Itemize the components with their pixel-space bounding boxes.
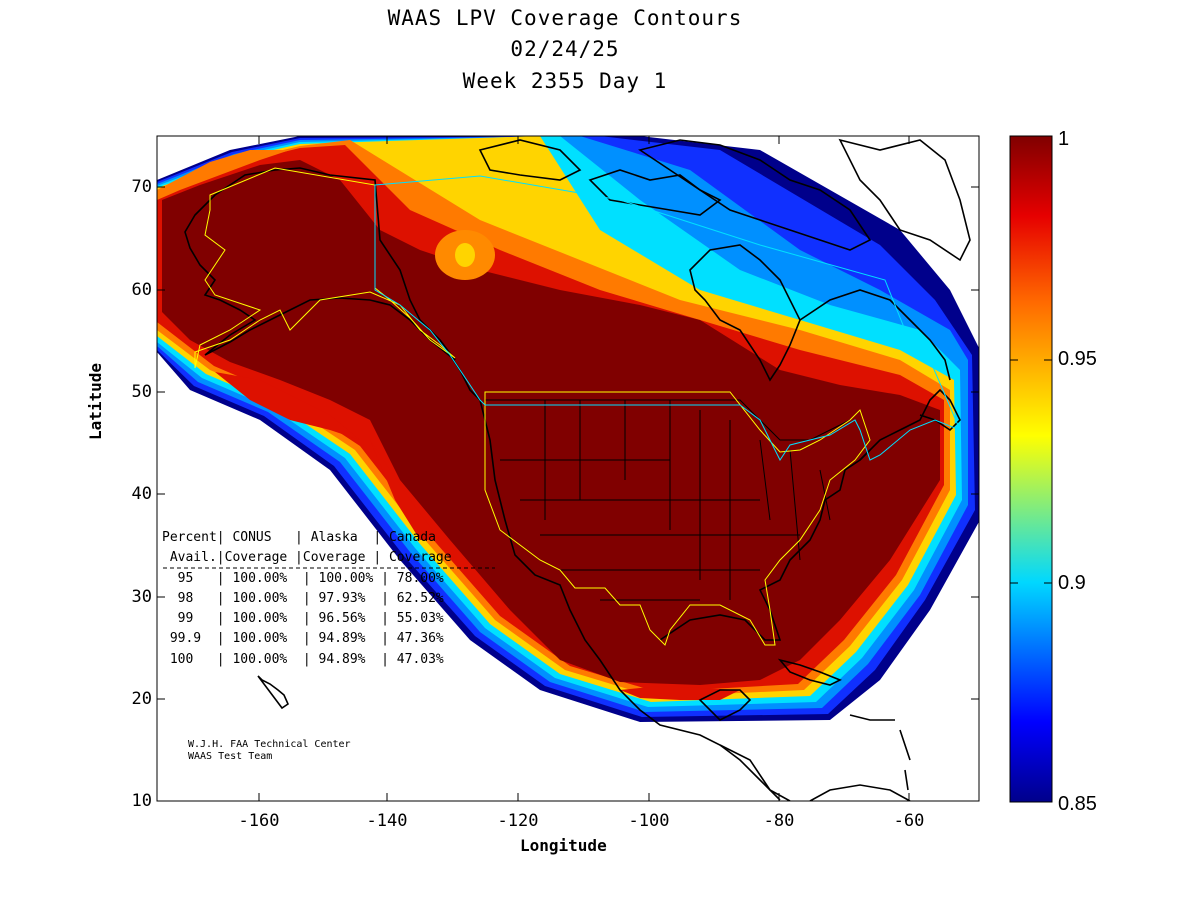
contour-yellow-blob — [455, 243, 475, 267]
gulf-coast — [659, 449, 871, 641]
credit-line-2: WAAS Test Team — [188, 751, 273, 762]
cuba — [777, 658, 842, 686]
colorbar-tick-label: 0.9 — [1058, 572, 1086, 594]
table-row: 99.9 | 100.00% | 94.89% | 47.36% — [162, 631, 444, 646]
x-tick-label: -80 — [763, 811, 795, 831]
colorbar-ticks — [1010, 359, 1052, 584]
y-tick-label: 60 — [131, 280, 152, 300]
contour-red-patch-2 — [620, 686, 740, 700]
y-tick-label: 30 — [131, 587, 152, 607]
south-america — [809, 784, 911, 801]
table-header-1: Percent| CONUS | Alaska | Canada — [162, 530, 436, 545]
hawaii — [257, 675, 290, 710]
state-borders — [485, 399, 851, 601]
y-tick-label: 50 — [131, 382, 152, 402]
plot-frame — [156, 135, 980, 802]
colorbar-tick-label: 0.85 — [1058, 793, 1097, 815]
x-tick-label: -60 — [893, 811, 925, 831]
x-axis-label: Longitude — [520, 836, 607, 855]
x-tick-label: -140 — [366, 811, 408, 831]
chart-week: Week 2355 Day 1 — [462, 69, 668, 93]
arctic-islands-1 — [478, 139, 582, 181]
table-header-2: Avail.|Coverage |Coverage | Coverage — [162, 550, 452, 565]
coastlines — [184, 138, 971, 801]
alaska-coast — [184, 167, 456, 361]
arctic-islands-3 — [638, 139, 872, 251]
tick-marks — [157, 136, 979, 801]
yucatan — [698, 689, 752, 721]
us-canada-border — [485, 399, 851, 441]
y-tick-label: 20 — [131, 689, 152, 709]
contour-max — [162, 160, 940, 685]
contour-orange-lobe — [157, 150, 290, 200]
table-row: 100 | 100.00% | 94.89% | 47.03% — [162, 652, 444, 667]
chart-title: WAAS LPV Coverage Contours — [387, 6, 743, 30]
canada-boundary — [374, 175, 961, 461]
conus-boundary — [484, 391, 871, 646]
alaska-boundary — [194, 167, 456, 369]
labrador — [799, 289, 951, 381]
y-tick-label: 70 — [131, 177, 152, 197]
table-row: 98 | 100.00% | 97.93% | 62.52% — [162, 591, 444, 606]
contour-red-patch-1 — [215, 372, 360, 440]
hudson-bay — [689, 244, 801, 382]
colorbar — [1009, 135, 1053, 803]
coverage-contours — [157, 136, 979, 722]
central-america — [719, 744, 791, 801]
caribbean — [849, 714, 911, 791]
greenland — [838, 138, 971, 262]
x-tick-label: -160 — [238, 811, 280, 831]
coverage-boundaries — [194, 167, 961, 646]
credit-line-1: W.J.H. FAA Technical Center — [188, 739, 351, 750]
colorbar-tick-label: 1 — [1058, 128, 1070, 150]
chart-date: 02/24/25 — [510, 37, 620, 61]
x-tick-label: -100 — [628, 811, 670, 831]
northeast-coast — [859, 388, 961, 461]
x-tick-label: -120 — [497, 811, 539, 831]
table-row: 95 | 100.00% | 100.00% | 78.00% — [162, 571, 444, 586]
y-tick-label: 10 — [131, 791, 152, 811]
colorbar-tick-label: 0.95 — [1058, 348, 1097, 370]
y-tick-label: 40 — [131, 484, 152, 504]
table-row: 99 | 100.00% | 96.56% | 55.03% — [162, 611, 444, 626]
